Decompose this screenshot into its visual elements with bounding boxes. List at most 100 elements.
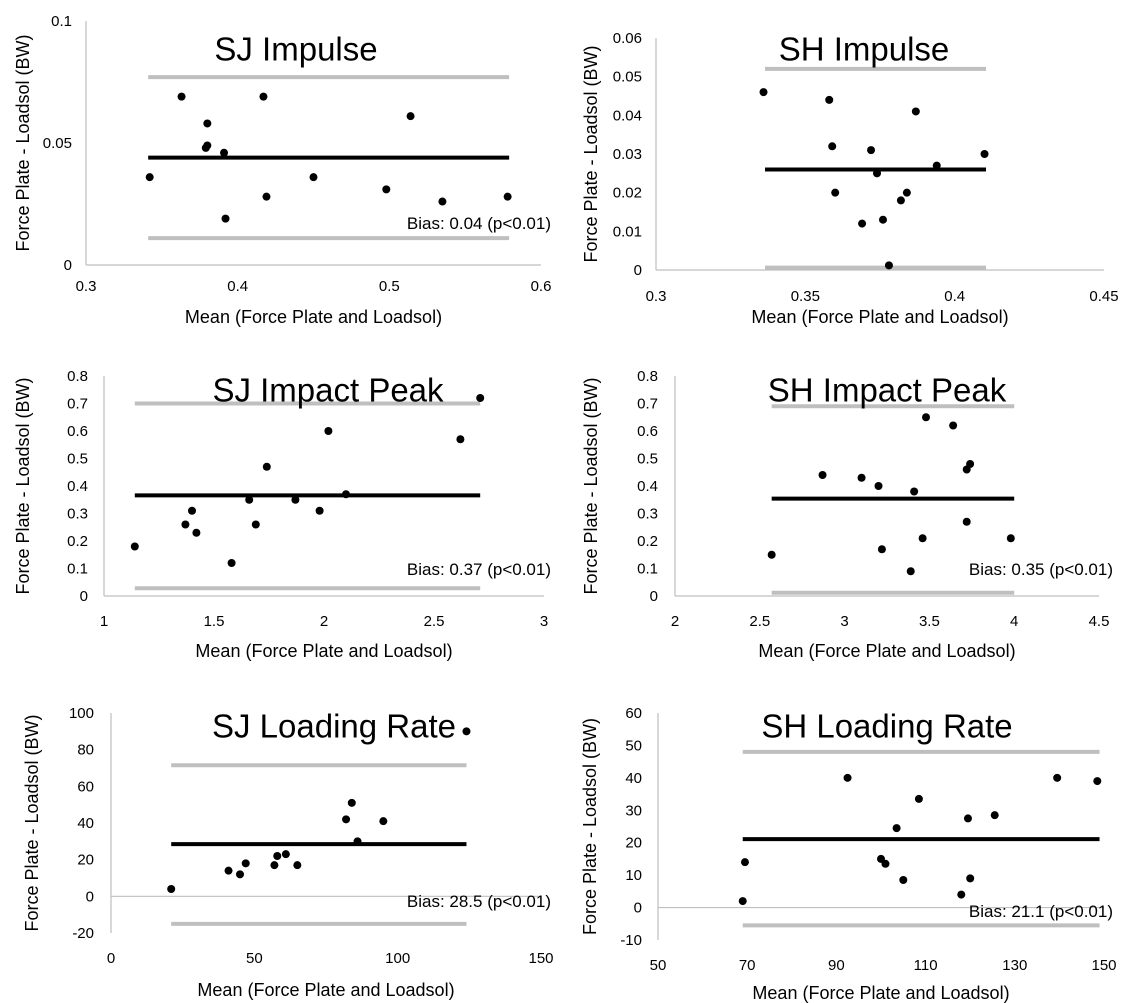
y-tick-label: 0.5 [67, 451, 88, 468]
chart-title: SH Impulse [779, 31, 950, 68]
data-point [347, 798, 356, 807]
x-tick-label: 0.4 [944, 288, 965, 305]
data-point [1053, 773, 1062, 782]
y-tick-label: 50 [625, 737, 642, 754]
y-tick-label: 40 [625, 770, 642, 787]
data-point [293, 861, 302, 870]
x-tick-label: 50 [650, 957, 667, 974]
data-point [932, 161, 941, 170]
y-tick-label: 0.8 [637, 368, 658, 385]
data-point [221, 214, 230, 223]
y-tick-label: 0.02 [613, 185, 642, 202]
y-tick-label: 10 [625, 867, 642, 884]
y-tick-label: 60 [625, 705, 642, 722]
chart-title: SJ Loading Rate [212, 708, 456, 745]
data-point [831, 188, 840, 197]
x-tick-label: 70 [739, 957, 756, 974]
x-tick-label: 2 [671, 613, 679, 630]
x-tick-label: 100 [385, 950, 410, 967]
y-tick-label: 0.3 [637, 506, 658, 523]
data-point [224, 866, 233, 875]
y-tick-label: 0.3 [67, 506, 88, 523]
data-point [462, 727, 471, 736]
x-axis-label: Mean (Force Plate and Loadsol) [195, 641, 452, 661]
data-point [892, 824, 901, 833]
x-tick-label: 4.5 [1089, 613, 1110, 630]
data-point [884, 261, 893, 270]
data-point [957, 890, 966, 899]
data-point [867, 146, 876, 155]
data-point [273, 852, 282, 860]
data-point [259, 92, 268, 101]
data-point [911, 107, 920, 116]
y-tick-label: 0.6 [637, 423, 658, 440]
x-tick-label: 2.5 [749, 613, 770, 630]
y-tick-label: -10 [620, 932, 642, 949]
chart-panel-1: 0 0.05 0.1 0.3 0.4 0.5 0.6 SJ Impulse Mean (Forc… [13, 13, 552, 327]
data-point [914, 794, 923, 803]
x-axis-label: Mean (Force Plate and Loadsol) [751, 307, 1008, 327]
data-point [167, 885, 176, 893]
data-point [130, 542, 139, 551]
x-tick-label: 0.3 [76, 278, 97, 295]
chart-title: SH Loading Rate [761, 708, 1012, 745]
bias-annotation: Bias: 28.5 (p<0.01) [407, 892, 551, 911]
data-point [270, 861, 279, 870]
y-axis-label: Force Plate - Loadsol (BW) [581, 45, 601, 262]
chart-title: SJ Impulse [214, 31, 377, 68]
data-point [188, 506, 196, 515]
x-tick-label: 3 [540, 613, 548, 630]
data-point [192, 528, 201, 537]
x-axis-label: Mean (Force Plate and Loadsol) [197, 980, 454, 1000]
data-point [966, 460, 975, 468]
data-point [379, 817, 388, 826]
x-tick-label: 1 [100, 613, 108, 630]
data-point [203, 141, 212, 150]
data-point [245, 495, 254, 504]
x-tick-label: 0.5 [379, 278, 400, 295]
x-tick-label: 2 [320, 613, 328, 630]
data-point [324, 427, 333, 435]
y-tick-label: 20 [77, 852, 94, 869]
y-tick-label: 80 [77, 742, 94, 759]
y-tick-label: 20 [625, 835, 642, 852]
y-tick-label: 0 [80, 588, 88, 605]
y-tick-label: 0.4 [67, 478, 88, 495]
data-point [476, 394, 485, 402]
x-tick-label: 150 [528, 950, 553, 967]
data-point [438, 197, 447, 206]
data-point [236, 870, 244, 879]
data-point [767, 550, 776, 559]
data-point [1093, 777, 1102, 786]
bias-annotation: Bias: 21.1 (p<0.01) [969, 902, 1113, 921]
data-point [857, 473, 866, 482]
y-tick-label: 0.7 [67, 396, 88, 413]
data-point [309, 173, 318, 182]
data-point [896, 196, 905, 205]
data-point [227, 559, 236, 567]
y-tick-label: 0.1 [51, 13, 72, 30]
y-tick-label: 0 [650, 588, 658, 605]
y-tick-label: 0.03 [613, 146, 642, 163]
x-axis-label: Mean (Force Plate and Loadsol) [758, 641, 1015, 661]
y-tick-label: -20 [72, 925, 94, 942]
data-point [980, 150, 989, 158]
x-tick-label: 130 [1002, 957, 1027, 974]
data-point [949, 421, 958, 430]
data-point [738, 897, 747, 906]
y-tick-label: 30 [625, 802, 642, 819]
data-point [342, 815, 351, 824]
data-point [918, 534, 927, 543]
data-point [503, 192, 512, 201]
data-point [990, 811, 999, 820]
x-tick-label: 50 [246, 950, 263, 967]
y-tick-label: 0 [634, 262, 642, 279]
data-point [922, 413, 931, 422]
y-axis-label: Force Plate - Loadsol (BW) [580, 718, 600, 935]
data-point [181, 520, 190, 529]
data-point [899, 876, 908, 885]
data-point [1006, 534, 1015, 543]
y-tick-label: 0.06 [613, 30, 642, 47]
y-tick-label: 0.7 [637, 396, 658, 413]
